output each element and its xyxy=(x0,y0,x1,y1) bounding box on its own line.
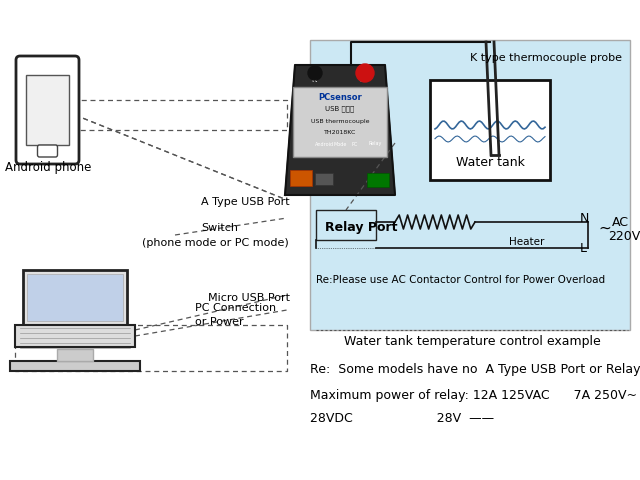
Text: Relay: Relay xyxy=(368,142,381,146)
FancyBboxPatch shape xyxy=(315,173,333,185)
Text: AC: AC xyxy=(612,216,629,228)
Text: 28VDC                     28V  ——: 28VDC 28V —— xyxy=(310,411,494,424)
Text: USB 热电偶: USB 热电偶 xyxy=(325,106,355,112)
Text: Re:  Some models have no  A Type USB Port or Relay: Re: Some models have no A Type USB Port … xyxy=(310,363,640,376)
Text: Mode: Mode xyxy=(333,142,347,146)
Text: N: N xyxy=(580,212,589,225)
FancyBboxPatch shape xyxy=(23,270,127,325)
Text: Heater: Heater xyxy=(509,237,545,247)
FancyBboxPatch shape xyxy=(316,210,376,240)
FancyBboxPatch shape xyxy=(57,349,93,361)
Text: ~: ~ xyxy=(598,220,611,236)
FancyBboxPatch shape xyxy=(290,170,312,186)
Text: K-: K- xyxy=(312,75,319,84)
Text: A Type USB Port: A Type USB Port xyxy=(202,197,290,207)
FancyBboxPatch shape xyxy=(430,80,550,180)
Text: K+: K+ xyxy=(359,75,371,84)
Text: or Power: or Power xyxy=(195,317,244,327)
Text: Android phone: Android phone xyxy=(5,161,91,175)
Text: Switch: Switch xyxy=(202,223,239,233)
FancyBboxPatch shape xyxy=(16,56,79,164)
Text: PC: PC xyxy=(352,142,358,146)
Text: K type thermocouple probe: K type thermocouple probe xyxy=(470,53,622,63)
Text: Re:Please use AC Contactor Control for Power Overload: Re:Please use AC Contactor Control for P… xyxy=(316,275,605,285)
Text: PCsensor: PCsensor xyxy=(318,93,362,101)
FancyBboxPatch shape xyxy=(367,173,389,187)
Text: Relay Port: Relay Port xyxy=(325,221,397,235)
Circle shape xyxy=(308,66,322,80)
FancyBboxPatch shape xyxy=(310,40,630,330)
Text: L: L xyxy=(580,241,587,254)
FancyBboxPatch shape xyxy=(10,361,140,371)
Text: TH2018KC: TH2018KC xyxy=(324,130,356,134)
Text: (phone mode or PC mode): (phone mode or PC mode) xyxy=(141,238,289,248)
Text: USB thermocouple: USB thermocouple xyxy=(311,119,369,123)
FancyBboxPatch shape xyxy=(293,87,387,157)
Text: Water tank temperature control example: Water tank temperature control example xyxy=(344,336,600,348)
Text: PC Connection: PC Connection xyxy=(195,303,276,313)
FancyBboxPatch shape xyxy=(38,145,58,157)
FancyBboxPatch shape xyxy=(27,274,123,321)
Text: 220V: 220V xyxy=(608,229,640,242)
Polygon shape xyxy=(285,65,395,195)
Text: Maximum power of relay: 12A 125VAC      7A 250V~: Maximum power of relay: 12A 125VAC 7A 25… xyxy=(310,388,637,401)
FancyBboxPatch shape xyxy=(15,325,135,347)
FancyBboxPatch shape xyxy=(26,75,69,145)
Text: Android: Android xyxy=(316,142,335,146)
Circle shape xyxy=(356,64,374,82)
Text: Micro USB Port: Micro USB Port xyxy=(208,293,290,303)
Text: Water tank: Water tank xyxy=(456,156,524,169)
